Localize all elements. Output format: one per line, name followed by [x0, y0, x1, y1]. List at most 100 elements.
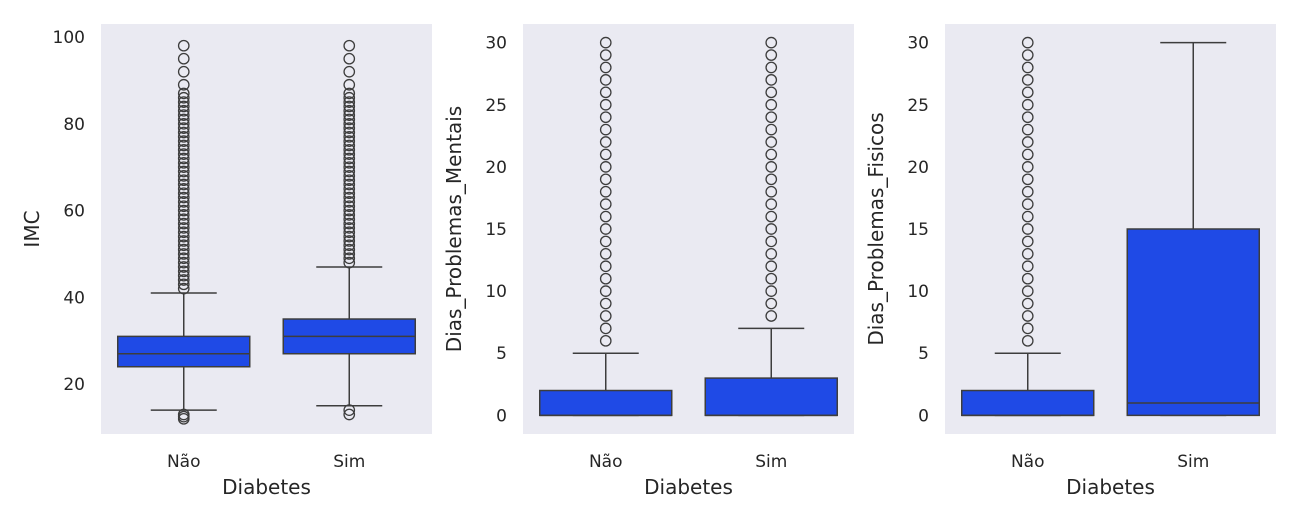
outlier-point — [177, 183, 190, 195]
box-nao — [117, 39, 251, 425]
box-sim — [1126, 41, 1260, 417]
outlier-point — [177, 109, 190, 121]
outlier-point — [177, 239, 190, 252]
outlier-point — [765, 98, 778, 111]
outlier-point — [599, 98, 612, 111]
outlier-point — [177, 161, 190, 174]
outlier-point — [343, 148, 356, 161]
outlier-point — [1021, 322, 1034, 335]
outlier-point — [1021, 49, 1034, 61]
outlier-point — [1021, 148, 1034, 161]
outlier-point — [343, 239, 356, 252]
outlier-point — [343, 183, 356, 195]
outlier-point — [765, 86, 778, 99]
outlier-point — [343, 222, 356, 234]
outlier-point — [1021, 285, 1034, 297]
outlier-point — [177, 282, 190, 295]
outlier-point — [177, 196, 190, 208]
outlier-point — [343, 130, 356, 143]
outlier-point — [599, 173, 612, 186]
outlier-point — [343, 87, 356, 100]
y-tick-label: 80 — [63, 115, 85, 135]
outlier-point — [1021, 61, 1034, 74]
outlier-point — [177, 226, 190, 239]
outlier-point — [177, 143, 190, 156]
outlier-point — [177, 187, 190, 200]
outlier-point — [343, 156, 356, 169]
outlier-point — [1021, 310, 1034, 322]
outlier-point — [765, 74, 778, 86]
outlier-point — [343, 196, 356, 208]
outlier-point — [343, 209, 356, 221]
outlier-point — [177, 52, 190, 65]
outlier-point — [765, 235, 778, 248]
outlier-point — [177, 278, 190, 291]
outlier-point — [599, 61, 612, 74]
outlier-point — [343, 204, 356, 217]
outlier-point — [599, 161, 612, 173]
outlier-point — [177, 156, 190, 169]
chart-panel-3: 0 5 10 15 20 25 30 Não Sim Diabetes Dias_Problemas… — [864, 24, 1276, 499]
outlier-point — [599, 285, 612, 297]
y-tick-label: 10 — [907, 282, 929, 302]
outlier-point — [1021, 36, 1034, 49]
outlier-point — [343, 139, 356, 152]
outlier-point — [765, 297, 778, 310]
outlier-point — [343, 78, 356, 91]
outlier-point — [1021, 297, 1034, 310]
box-sim — [282, 39, 416, 421]
outlier-point — [599, 198, 612, 211]
y-tick-label: 15 — [485, 220, 507, 240]
y-tick-label: 25 — [907, 96, 929, 116]
outlier-point — [765, 185, 778, 198]
outlier-point — [177, 126, 190, 139]
outlier-point — [599, 74, 612, 86]
outlier-point — [343, 143, 356, 156]
outlier-point — [177, 165, 190, 178]
outlier-point — [177, 113, 190, 126]
outlier-point — [177, 217, 190, 230]
outlier-point — [599, 49, 612, 61]
outlier-point — [1021, 123, 1034, 136]
outlier-point — [177, 117, 190, 130]
outlier-point — [343, 213, 356, 226]
outlier-point — [599, 136, 612, 148]
outlier-point — [177, 230, 190, 243]
y-tick-label: 60 — [63, 202, 85, 222]
outlier-point — [343, 408, 356, 421]
outlier-point — [177, 200, 190, 213]
outlier-point — [343, 252, 356, 265]
outlier-point — [343, 52, 356, 65]
y-tick-label: 30 — [907, 34, 929, 54]
outlier-point — [177, 256, 190, 269]
chart-panel-2: 0 5 10 15 20 25 30 Não Sim Diabetes Dias_Problemas… — [442, 24, 854, 499]
outlier-point — [177, 261, 190, 273]
outlier-point — [1021, 74, 1034, 86]
outlier-point — [343, 165, 356, 178]
x-axis-label: Diabetes — [222, 475, 311, 499]
x-tick-label: Não — [589, 452, 623, 472]
outlier-point — [599, 86, 612, 99]
outlier-point — [343, 178, 356, 191]
outlier-point — [343, 96, 356, 108]
outlier-point — [177, 91, 190, 104]
outlier-point — [1021, 334, 1034, 347]
outlier-point — [343, 100, 356, 113]
outlier-point — [177, 174, 190, 187]
outlier-point — [177, 222, 190, 234]
plot-area — [523, 24, 854, 434]
outlier-point — [765, 136, 778, 148]
outlier-point — [1021, 111, 1034, 124]
outlier-point — [765, 173, 778, 186]
outlier-point — [177, 65, 190, 78]
outlier-point — [343, 122, 356, 134]
outlier-point — [765, 36, 778, 49]
outlier-point — [343, 104, 356, 117]
y-tick-label: 0 — [496, 406, 507, 426]
outlier-point — [1021, 223, 1034, 235]
y-axis-label: IMC — [20, 210, 44, 247]
outlier-point — [599, 210, 612, 223]
y-axis-label: Dias_Problemas_Fisicos — [864, 112, 888, 345]
outlier-point — [177, 191, 190, 204]
y-tick-label: 5 — [918, 344, 929, 364]
